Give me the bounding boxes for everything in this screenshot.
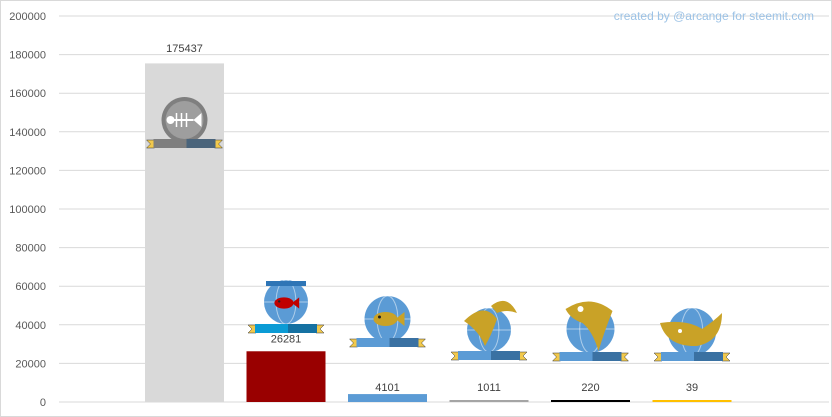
y-tick-label: 120000 xyxy=(9,165,46,177)
bars xyxy=(145,63,732,403)
whale-icon xyxy=(653,307,731,362)
data-label: 175437 xyxy=(166,43,203,55)
y-tick-label: 20000 xyxy=(15,358,46,370)
bar-dolphin xyxy=(449,400,529,402)
bar-plankton-fish xyxy=(348,394,427,402)
y-tick-label: 180000 xyxy=(9,50,46,62)
bar-orca xyxy=(551,400,630,402)
y-tick-label: 60000 xyxy=(15,281,46,293)
y-tick-label: 80000 xyxy=(15,243,46,255)
y-tick-label: 40000 xyxy=(15,320,46,332)
category-icons xyxy=(145,97,731,362)
y-tick-label: 140000 xyxy=(9,127,46,139)
data-label: 220 xyxy=(581,382,599,394)
data-label: 26281 xyxy=(271,333,302,345)
data-label: 1011 xyxy=(477,382,501,394)
bar-whale xyxy=(652,400,732,402)
y-axis: 0 20000 40000 60000 80000 100000 120000 140000 1… xyxy=(9,11,46,409)
credit-text: created by @arcange for steemit.com xyxy=(614,9,814,23)
y-tick-label: 160000 xyxy=(9,88,46,100)
orca-icon xyxy=(551,301,630,362)
data-label: 4101 xyxy=(375,382,399,394)
bar-minnow xyxy=(246,351,326,402)
dolphin-icon xyxy=(450,300,528,361)
data-label: 39 xyxy=(686,382,698,394)
y-tick-label: 100000 xyxy=(9,204,46,216)
y-tick-label: 200000 xyxy=(9,11,46,23)
data-labels: 175437 26281 4101 1011 220 39 xyxy=(166,43,698,394)
dead-fish-icon xyxy=(145,97,224,149)
fish-icon xyxy=(348,295,427,348)
y-tick-label: 0 xyxy=(40,397,46,409)
fishbowl-icon xyxy=(247,279,325,334)
